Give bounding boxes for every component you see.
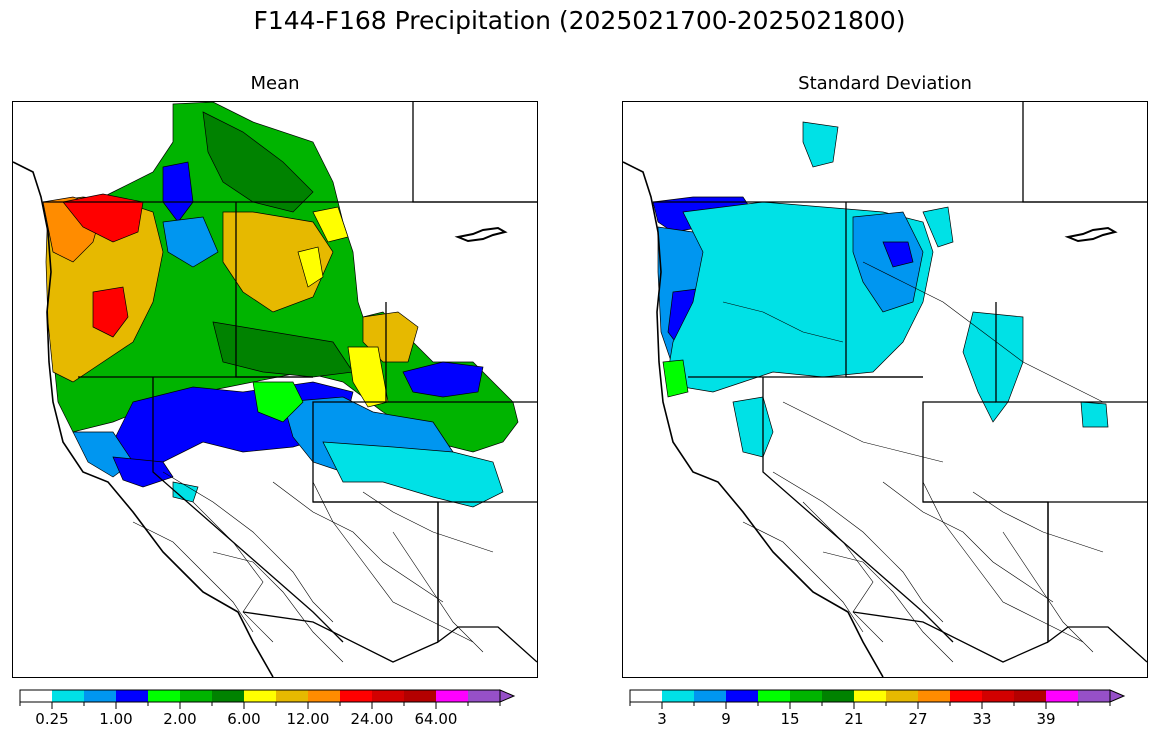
mean-colorbar-outline	[19, 689, 500, 703]
mean-colorbar: 0.25 1.00 2.00 6.00 12.00 24.00 64.00	[18, 686, 538, 736]
mean-region-red-wa	[62, 193, 144, 243]
mean-colorbar-tick-label: 2.00	[163, 710, 196, 728]
mean-region-lightblue-wa	[162, 216, 219, 268]
mean-colorbar-svg: 0.25 1.00 2.00 6.00 12.00 24.00 64.00	[19, 689, 516, 728]
mean-colorbar-tick-label: 1.00	[99, 710, 132, 728]
std-colorbar-swatch	[950, 690, 982, 702]
figure-title: F144-F168 Precipitation (2025021700-2025…	[253, 6, 906, 35]
mean-colorbar-swatch	[180, 690, 212, 702]
std-colorbar-swatch	[886, 690, 918, 702]
std-map	[622, 101, 1148, 678]
std-colorbar-extend	[1109, 689, 1126, 703]
std-colorbar-tick-label: 15	[780, 710, 799, 728]
mean-colorbar-tick-label: 0.25	[35, 710, 68, 728]
std-colorbar-swatch	[1046, 690, 1078, 702]
std-panel-title: Standard Deviation	[798, 73, 972, 94]
std-coastline	[623, 161, 884, 677]
std-colorbar-swatch	[918, 690, 950, 702]
mean-colorbar-extend	[499, 689, 516, 703]
std-colorbar-tick-label: 27	[908, 710, 927, 728]
std-colorbar-swatch	[790, 690, 822, 702]
mean-colorbar-swatch	[276, 690, 308, 702]
std-colorbar: 3 9 15 21 27 33 39	[628, 686, 1148, 736]
mean-colorbar-swatch	[84, 690, 116, 702]
mean-lake	[454, 226, 508, 243]
mean-coastline	[13, 161, 274, 677]
std-colorbar-swatch	[1078, 690, 1110, 702]
mean-region-yellow-mt	[312, 206, 349, 243]
std-region-cyan-wy	[962, 311, 1024, 423]
std-colorbar-tick-label: 9	[721, 710, 731, 728]
std-colorbar-tick-label: 3	[657, 710, 667, 728]
mean-region-yellow-id	[297, 246, 324, 288]
mean-colorbar-tick-label: 12.00	[287, 710, 330, 728]
mean-region-green-bright-ca	[252, 381, 304, 423]
mean-colorbar-tick-label: 64.00	[415, 710, 458, 728]
mean-colorbar-swatch	[52, 690, 84, 702]
mean-colorbar-swatch	[116, 690, 148, 702]
std-colorbar-swatch	[822, 690, 854, 702]
std-colorbar-swatch	[630, 690, 662, 702]
mean-colorbar-swatch	[404, 690, 436, 702]
mean-region-dark-green-central	[212, 321, 354, 378]
mean-colorbar-tick-label: 24.00	[351, 710, 394, 728]
mean-region-gold-id	[222, 211, 334, 313]
std-colorbar-swatch	[758, 690, 790, 702]
std-colorbar-swatch	[982, 690, 1014, 702]
std-region-cyan-north	[802, 121, 839, 168]
mean-colorbar-swatch	[468, 690, 500, 702]
mean-region-yellow-wy	[347, 346, 389, 408]
mean-region-red-or	[92, 286, 129, 338]
mean-colorbar-swatch	[308, 690, 340, 702]
mean-colorbar-swatch	[212, 690, 244, 702]
mean-colorbar-swatch	[148, 690, 180, 702]
std-region-cyan-ne	[922, 206, 954, 248]
std-region-cyan-co	[1080, 401, 1109, 428]
mean-panel-title: Mean	[250, 73, 300, 94]
std-colorbar-swatch	[662, 690, 694, 702]
mean-colorbar-swatch	[340, 690, 372, 702]
std-colorbar-swatch	[1014, 690, 1046, 702]
mean-region-blue-wa	[162, 161, 194, 223]
std-colorbar-tick-label: 21	[844, 710, 863, 728]
std-colorbar-svg: 3 9 15 21 27 33 39	[629, 689, 1126, 728]
std-colorbar-tick-label: 39	[1036, 710, 1055, 728]
mean-region-blue-ut	[402, 361, 484, 398]
std-region-cyan-ca	[732, 396, 774, 458]
std-colorbar-swatch	[694, 690, 726, 702]
mean-region-cyan-ut	[322, 441, 504, 508]
mean-colorbar-swatch	[244, 690, 276, 702]
mean-colorbar-swatch	[436, 690, 468, 702]
std-colorbar-tick-label: 33	[972, 710, 991, 728]
std-region-lightblue-id	[852, 211, 924, 313]
mean-region-blue-coast	[112, 456, 174, 488]
std-colorbar-swatch	[854, 690, 886, 702]
std-region-green-or	[662, 359, 689, 398]
mean-colorbar-tick-label: 6.00	[227, 710, 260, 728]
std-lake	[1064, 226, 1118, 243]
mean-map	[12, 101, 538, 678]
mean-colorbar-swatch	[20, 690, 52, 702]
mean-colorbar-swatch	[372, 690, 404, 702]
std-region-blue-id	[882, 241, 914, 268]
std-colorbar-outline	[629, 689, 1110, 703]
mean-region-dark-green-north	[202, 111, 314, 213]
std-colorbar-swatch	[726, 690, 758, 702]
